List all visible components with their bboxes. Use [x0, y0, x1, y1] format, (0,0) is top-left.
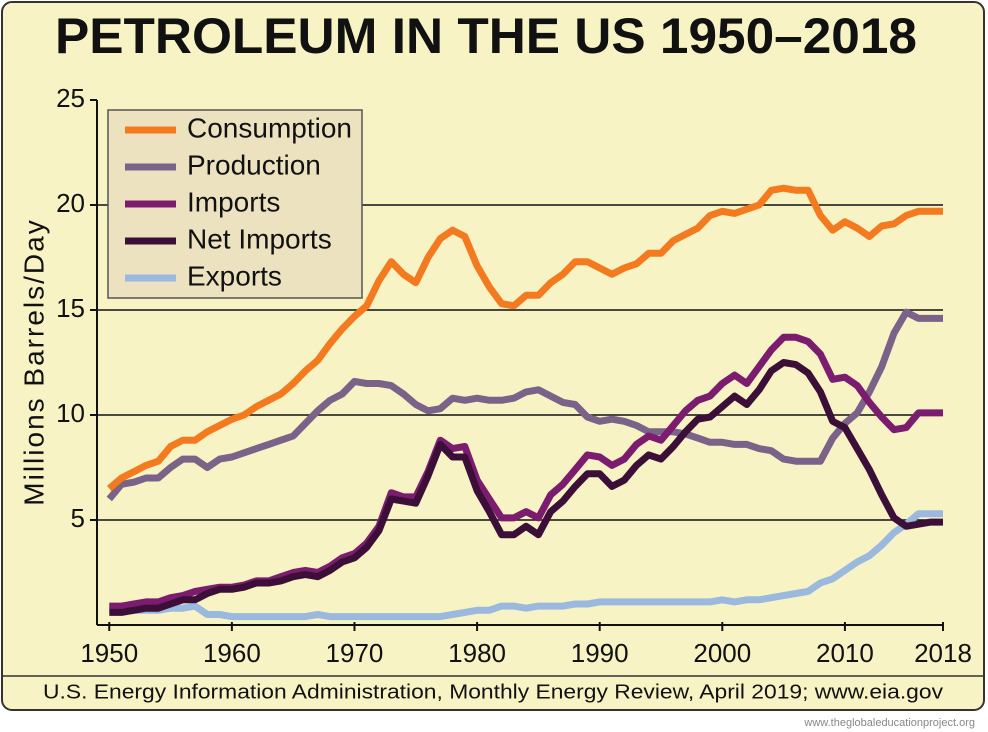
legend-label: Production: [187, 149, 321, 180]
x-tick-label: 1950: [80, 638, 138, 668]
series-line: [106, 308, 943, 502]
x-tick-label: 2010: [816, 638, 874, 668]
series-line: [109, 359, 943, 616]
x-tick-label: 1980: [448, 638, 506, 668]
series-line: [109, 510, 943, 621]
chart-title: PETROLEUM IN THE US 1950–2018: [55, 8, 917, 64]
legend-label: Net Imports: [187, 223, 332, 254]
legend-label: Consumption: [187, 112, 352, 143]
legend-label: Exports: [187, 260, 282, 291]
y-tick-label: 15: [56, 293, 85, 323]
x-tick-label: 1960: [203, 638, 261, 668]
watermark: www.theglobaleducationproject.org: [803, 717, 975, 729]
legend-label: Imports: [187, 186, 280, 217]
x-tick-label: 2018: [914, 638, 972, 668]
y-tick-label: 25: [56, 83, 85, 113]
x-tick-label: 1990: [571, 638, 629, 668]
source: U.S. Energy Information Administration, …: [43, 681, 943, 703]
y-tick-label: 10: [56, 398, 85, 428]
series-line: [107, 184, 943, 492]
x-tick-label: 1970: [326, 638, 384, 668]
y-tick-label: 5: [71, 503, 85, 533]
x-tick-label: 2000: [693, 638, 751, 668]
y-tick-label: 20: [56, 188, 85, 218]
y-axis-label: Millions Barrels/Day: [18, 218, 49, 505]
